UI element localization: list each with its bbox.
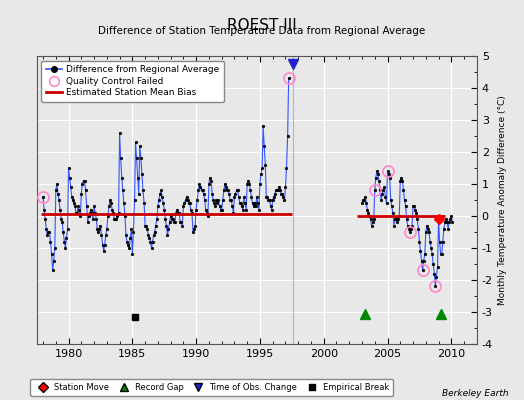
Text: Difference of Station Temperature Data from Regional Average: Difference of Station Temperature Data f… xyxy=(99,26,425,36)
Y-axis label: Monthly Temperature Anomaly Difference (°C): Monthly Temperature Anomaly Difference (… xyxy=(498,95,507,305)
Text: Berkeley Earth: Berkeley Earth xyxy=(442,389,508,398)
Legend: Station Move, Record Gap, Time of Obs. Change, Empirical Break: Station Move, Record Gap, Time of Obs. C… xyxy=(30,378,394,396)
Text: ROEST III: ROEST III xyxy=(227,18,297,33)
Legend: Difference from Regional Average, Quality Control Failed, Estimated Station Mean: Difference from Regional Average, Qualit… xyxy=(41,60,224,102)
